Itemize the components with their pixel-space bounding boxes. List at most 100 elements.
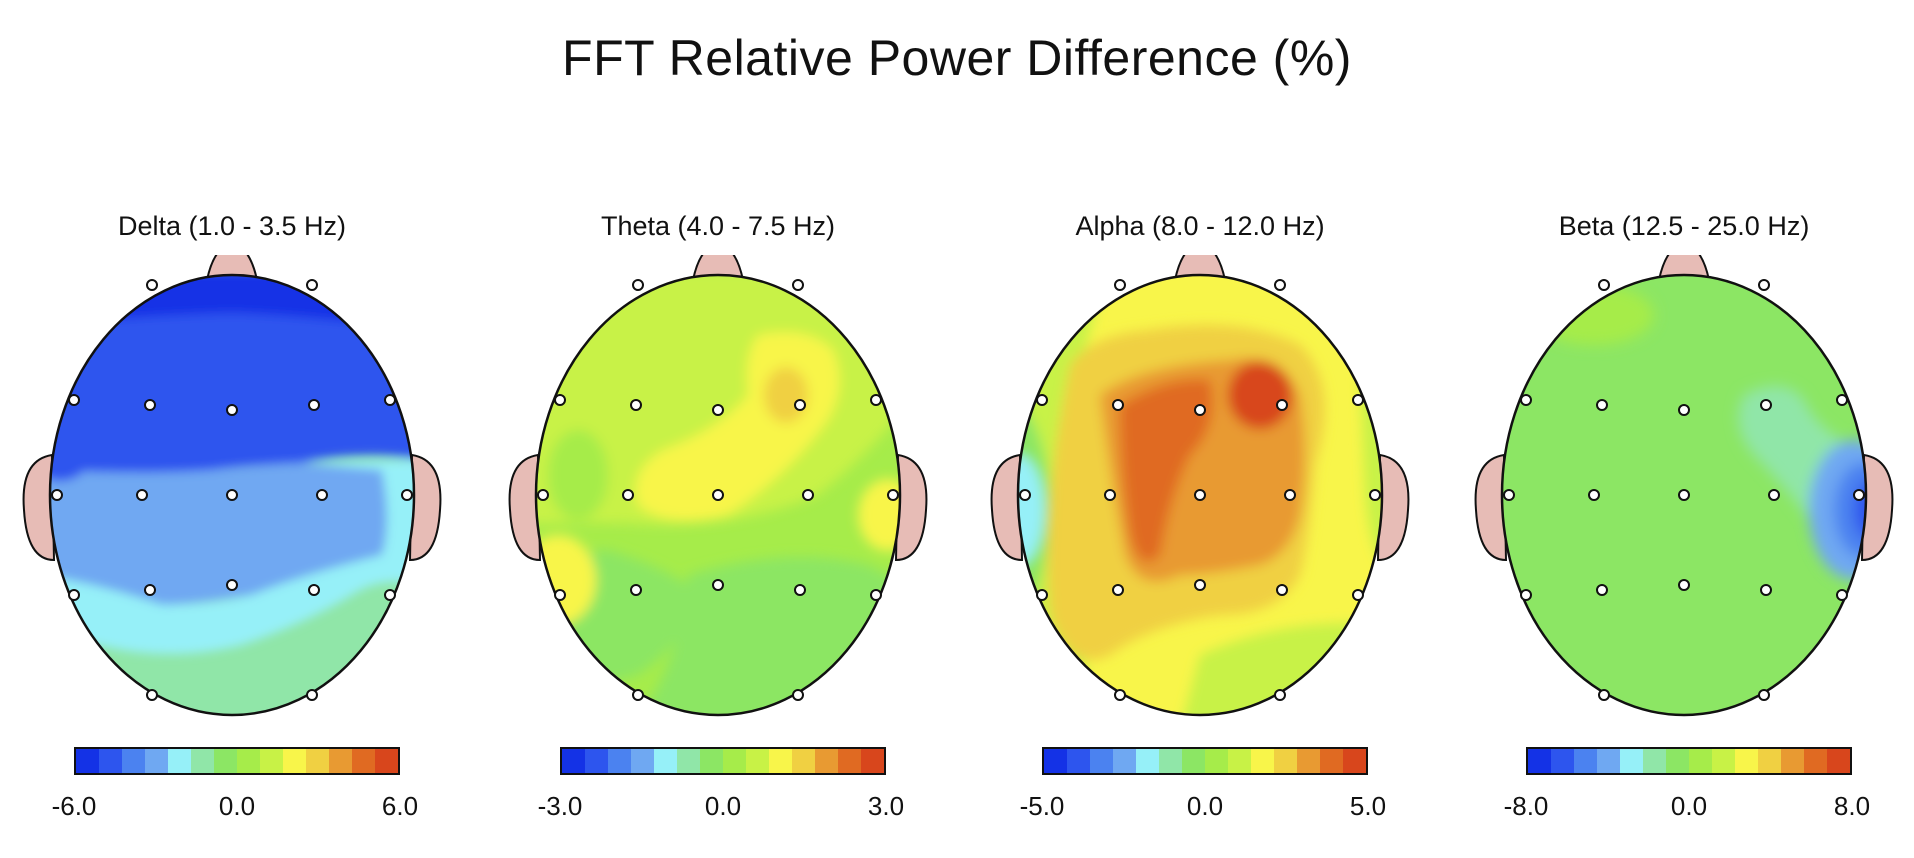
electrode-marker [1352,589,1364,601]
electrode-marker [1836,589,1848,601]
scale-mid-label: 0.0 [1670,791,1708,821]
electrode-marker [870,394,882,406]
scale-mid-label: 0.0 [1186,791,1224,821]
electrode-marker [1114,279,1126,291]
electrode-marker [1678,404,1690,416]
scale-max-label: 5.0 [1349,791,1387,821]
colorbar-swatch [1827,749,1850,773]
scale-max-label: 8.0 [1833,791,1871,821]
electrode-marker [68,394,80,406]
colorbar-swatch [631,749,654,773]
electrode-marker [1036,589,1048,601]
head-outline [48,273,416,717]
scale-mid-label: 0.0 [218,791,256,821]
panel-title-beta: Beta (12.5 - 25.0 Hz) [1558,211,1810,241]
colorbar-swatch [1343,749,1366,773]
electrode-marker [1194,579,1206,591]
electrode-marker [712,489,724,501]
electrode-marker [146,279,158,291]
electrode-marker [554,394,566,406]
head-outline [1500,273,1868,717]
electrode-marker [1520,589,1532,601]
head-map-delta [22,255,442,717]
electrode-marker [226,579,238,591]
electrode-marker [384,394,396,406]
electrode-marker [146,689,158,701]
colorbar-swatch [1251,749,1274,773]
scale-min-label: -6.0 [51,791,97,821]
electrode-marker [51,489,63,501]
colorbar-swatch [283,749,306,773]
panel-title-theta: Theta (4.0 - 7.5 Hz) [600,211,836,241]
colorbar-swatch [654,749,677,773]
colorbar-swatch [1712,749,1735,773]
electrode-marker [1760,399,1772,411]
electrode-marker [712,404,724,416]
colorbar-swatch [1689,749,1712,773]
electrode-marker [1520,394,1532,406]
electrode-marker [316,489,328,501]
colorbar-swatch [191,749,214,773]
right-ear [894,453,928,562]
colorbar-swatch [76,749,99,773]
electrode-marker [1598,689,1610,701]
colorbar-swatch [260,749,283,773]
colorbar [1042,747,1368,775]
electrode-marker [308,399,320,411]
colorbar-swatch [1044,749,1067,773]
electrode-marker [1114,689,1126,701]
colorbar-swatch [1113,749,1136,773]
colorbar-swatch [352,749,375,773]
electrode-marker [794,399,806,411]
electrode-marker [622,489,634,501]
electrode-marker [1112,584,1124,596]
scale-min-label: -8.0 [1503,791,1549,821]
electrode-marker [1352,394,1364,406]
electrode-marker [1276,584,1288,596]
colorbar-swatch [585,749,608,773]
colorbar-swatch [792,749,815,773]
color-scale-beta: -8.0 0.0 8.0 [1504,747,1870,827]
colorbar-swatch [122,749,145,773]
colorbar-swatch [145,749,168,773]
electrode-grid [51,279,413,701]
head-outline [1016,273,1384,717]
electrode-marker [226,404,238,416]
topomap-panel-theta: Theta (4.0 - 7.5 Hz) -3.0 [488,210,948,830]
electrode-marker [1036,394,1048,406]
colorbar-swatch [1735,749,1758,773]
electrode-marker [1503,489,1515,501]
topomap-panel-delta: Delta (1.0 - 3.5 Hz) -6.0 0.0 6.0 [2,210,462,830]
colorbar-swatch [838,749,861,773]
colorbar-swatch [1597,749,1620,773]
electrode-marker [384,589,396,601]
electrode-marker [306,279,318,291]
electrode-grid [1019,279,1381,701]
panel-title-alpha: Alpha (8.0 - 12.0 Hz) [1075,211,1325,241]
electrode-marker [144,399,156,411]
electrode-marker [554,589,566,601]
colorbar-swatch [769,749,792,773]
electrode-marker [1284,489,1296,501]
electrode-grid [537,279,899,701]
colorbar [560,747,886,775]
electrode-marker [1758,279,1770,291]
electrode-marker [1678,489,1690,501]
electrode-marker [226,489,238,501]
colorbar-swatch [700,749,723,773]
topomap-panel-alpha: Alpha (8.0 - 12.0 Hz) [970,210,1430,830]
electrode-marker [1019,489,1031,501]
right-ear [408,453,442,562]
colorbar-swatch [1758,749,1781,773]
colorbar-swatch [237,749,260,773]
electrode-marker [792,279,804,291]
colorbar-swatch [1643,749,1666,773]
nose [1657,255,1711,281]
left-ear [990,453,1024,562]
color-scale-alpha: -5.0 0.0 5.0 [1020,747,1386,827]
scale-max-label: 6.0 [381,791,419,821]
colorbar-swatch [1182,749,1205,773]
electrode-marker [144,584,156,596]
colorbar-swatch [1804,749,1827,773]
electrode-marker [537,489,549,501]
